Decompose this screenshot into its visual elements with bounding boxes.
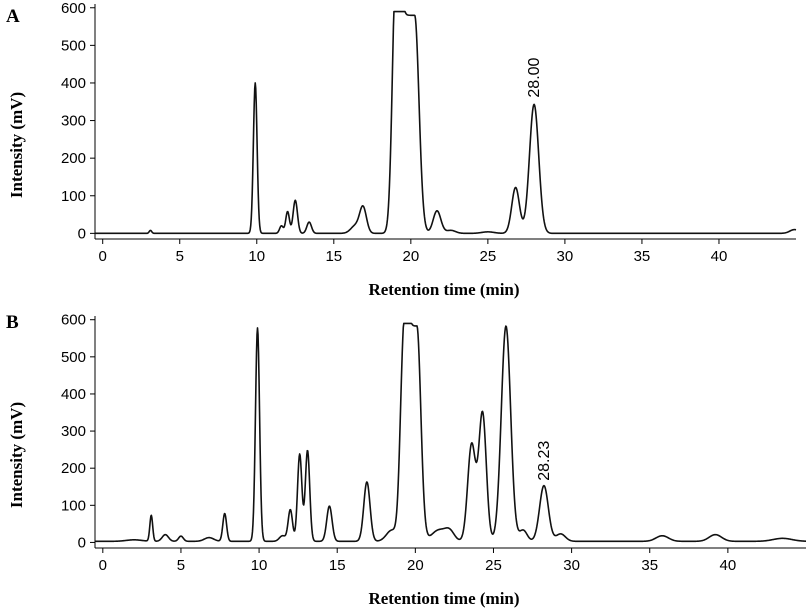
panel-b-x-tick-label: 20 [407,557,424,574]
panel-b-x-axis-title: Retention time (min) [368,589,519,608]
panel-b-x-tick-label: 35 [641,557,658,574]
panel-b-x-tick-label: 5 [177,557,185,574]
panel-a-x-tick-label: 5 [176,248,184,265]
panel-b-label: B [6,312,19,333]
panel-b-y-tick-label: 100 [61,497,86,514]
panel-b-y-tick-label: 600 [61,312,86,329]
panel-a-chromatogram-trace [94,10,797,235]
panel-b-y-tick-label: 400 [61,386,86,403]
panel-a-x-tick-label: 10 [248,248,265,265]
panel-a-label: A [6,6,20,27]
panel-b-chromatogram-trace [94,322,807,543]
panel-b-y-tick-label: 200 [61,460,86,477]
panel-a-peak-label: 28.00 [526,57,543,97]
panel-b-x-tick-label: 25 [485,557,502,574]
panel-b-x-tick-label: 0 [99,557,107,574]
panel-a-y-tick-label: 400 [61,75,86,92]
panel-b-y-tick-label: 500 [61,349,86,366]
panel-a-x-tick-label: 30 [557,248,574,265]
panel-a-x-tick-label: 0 [99,248,107,265]
panel-b-x-tick-label: 15 [329,557,346,574]
panel-a-y-axis-title: Intensity (mV) [7,92,26,198]
panel-b-x-tick-label: 30 [563,557,580,574]
panel-b-plot: 0 100 200 300 400 500 600 0 5 10 15 20 25 30 35 40 28.23 [61,312,807,574]
panel-a-x-tick-label: 40 [711,248,728,265]
panel-a-plot: 0 100 200 300 400 500 600 0 5 10 15 20 25 30 35 40 28.00 [61,0,797,265]
panel-a: A 0 100 200 300 400 500 600 0 5 10 15 20 25 30 35 40 28.… [6,0,797,299]
panel-a-x-tick-label: 20 [402,248,419,265]
panel-a-y-tick-label: 300 [61,113,86,130]
panel-b-y-tick-label: 0 [78,534,86,551]
panel-a-x-axis-title: Retention time (min) [368,280,519,299]
panel-b: B 0 100 200 300 400 500 600 0 5 10 15 20 25 30 35 40 28.… [6,312,807,608]
panel-a-x-tick-label: 15 [325,248,342,265]
panel-a-y-tick-label: 200 [61,150,86,167]
panel-a-y-tick-label: 0 [78,225,86,242]
panel-b-y-axis-title: Intensity (mV) [7,402,26,508]
panel-b-x-tick-label: 10 [251,557,268,574]
panel-a-x-tick-label: 35 [634,248,651,265]
panel-a-y-tick-label: 500 [61,37,86,54]
panel-b-y-tick-label: 300 [61,423,86,440]
panel-b-peak-label: 28.23 [536,441,553,481]
panel-a-x-tick-label: 25 [480,248,497,265]
panel-a-y-tick-label: 600 [61,0,86,17]
panel-b-x-tick-label: 40 [720,557,737,574]
panel-a-y-tick-label: 100 [61,188,86,205]
